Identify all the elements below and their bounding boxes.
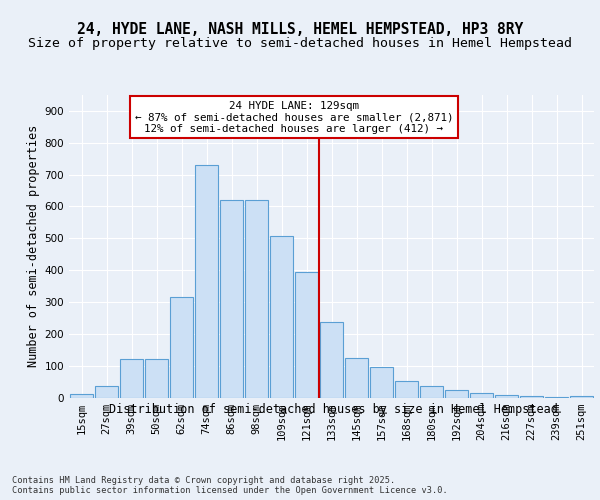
Bar [494, 394, 518, 398]
Text: Size of property relative to semi-detached houses in Hemel Hempstead: Size of property relative to semi-detach… [28, 38, 572, 51]
Bar [170, 297, 193, 398]
Bar [145, 358, 169, 398]
Bar [545, 397, 568, 398]
Y-axis label: Number of semi-detached properties: Number of semi-detached properties [28, 125, 40, 368]
Bar [119, 358, 143, 398]
Text: Contains HM Land Registry data © Crown copyright and database right 2025.
Contai: Contains HM Land Registry data © Crown c… [12, 476, 448, 495]
Bar [70, 394, 94, 398]
Bar [220, 200, 244, 398]
Text: 24, HYDE LANE, NASH MILLS, HEMEL HEMPSTEAD, HP3 8RY: 24, HYDE LANE, NASH MILLS, HEMEL HEMPSTE… [77, 22, 523, 38]
Bar [95, 386, 118, 398]
Bar [520, 396, 544, 398]
Text: 24 HYDE LANE: 129sqm
← 87% of semi-detached houses are smaller (2,871)
12% of se: 24 HYDE LANE: 129sqm ← 87% of semi-detac… [135, 100, 453, 134]
Bar [470, 394, 493, 398]
Bar [445, 390, 469, 398]
Bar [295, 272, 319, 398]
Bar [370, 367, 394, 398]
Text: Distribution of semi-detached houses by size in Hemel Hempstead: Distribution of semi-detached houses by … [109, 402, 557, 415]
Bar [344, 358, 368, 398]
Bar [395, 381, 418, 398]
Bar [194, 165, 218, 398]
Bar [269, 236, 293, 398]
Bar [245, 200, 268, 398]
Bar [569, 396, 593, 398]
Bar [419, 386, 443, 398]
Bar [320, 322, 343, 398]
